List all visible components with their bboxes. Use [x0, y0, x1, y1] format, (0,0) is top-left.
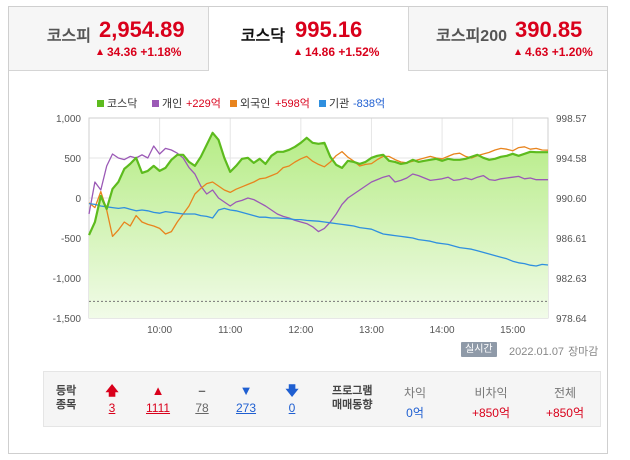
x-tick-label-1: 11:00	[218, 325, 243, 336]
left-tick-label-1: 500	[64, 154, 81, 165]
tab-kosdaq-change: 14.86 +1.52%	[295, 45, 379, 59]
tab-kospi-change: 34.36 +1.18%	[97, 45, 181, 59]
lower-limit-arrow-icon: 🡇	[285, 383, 299, 398]
index-area	[89, 132, 548, 318]
upper-limit-arrow-icon: 🡅	[105, 383, 119, 398]
market-summary-panel: 등락 종목 🡅 3 ▲ 1111 – 78 ▼ 273 🡇 0 프로그램 매매동…	[43, 371, 601, 427]
investor-flow-chart: 코스닥 개인 +229억 외국인 +598억 기관 -838억 1,000 500 0 -500 -…	[53, 97, 587, 336]
tab-kosdaq[interactable]: 코스닥 995.16 14.86 +1.52%	[209, 7, 409, 71]
program-non-arbitrage-value: +850억	[471, 406, 511, 420]
program-title-line2: 매매동향	[332, 399, 373, 411]
program-arbitrage-value: 0억	[406, 406, 424, 420]
rise-triangle-icon	[515, 49, 521, 55]
breadth-rise[interactable]: ▲ 1111	[146, 383, 171, 416]
rise-triangle-icon	[295, 49, 301, 55]
x-tick-label-4: 14:00	[430, 325, 455, 336]
series-line-2	[88, 146, 549, 238]
legend-swatch-2	[230, 100, 237, 107]
left-tick-label-0: 1,000	[56, 114, 81, 125]
program-total-value: +850억	[545, 406, 585, 420]
realtime-badge: 실시간	[461, 342, 497, 357]
index-tabs: 코스피 2,954.89 34.36 +1.18% 코스닥 995.16 14.…	[9, 7, 607, 71]
program-title-line1: 프로그램	[332, 385, 373, 397]
tab-kosdaq-rate: +1.52%	[338, 45, 380, 59]
tab-kospi-value: 2,954.89	[99, 17, 185, 42]
breadth-fall[interactable]: ▼ 273	[234, 383, 258, 416]
tab-kosdaq-change-value: 14.86	[305, 45, 336, 59]
legend-swatch-0	[97, 100, 104, 107]
left-tick-label-4: -1,000	[53, 274, 82, 285]
right-tick-label-1: 994.58	[556, 154, 587, 165]
legend-value-2: +598억	[275, 97, 310, 110]
tab-kosdaq-value: 995.16	[295, 17, 363, 42]
chart-axes: 1,000 500 0 -500 -1,000 -1,500 998.57 994.58 990…	[53, 114, 587, 336]
breadth-rise-count[interactable]: 1111	[146, 401, 171, 415]
series-line-1	[88, 145, 548, 233]
legend-value-3: -838억	[353, 97, 385, 110]
breadth-unchanged[interactable]: – 78	[190, 383, 214, 416]
tab-kospi-name: 코스피	[46, 28, 91, 45]
breadth-unchanged-count[interactable]: 78	[195, 401, 209, 415]
tab-kosdaq-name: 코스닥	[240, 28, 285, 45]
legend-value-1: +229억	[186, 97, 221, 110]
rise-triangle-icon: ▲	[151, 383, 165, 398]
right-tick-label-2: 990.60	[556, 194, 587, 205]
chart-series	[87, 131, 549, 318]
legend-label-1: 개인	[162, 97, 182, 110]
left-tick-label-2: 0	[75, 194, 81, 205]
chart-legend: 코스닥 개인 +229억 외국인 +598억 기관 -838억	[97, 97, 385, 110]
x-tick-label-2: 12:00	[288, 325, 313, 336]
program-non-arbitrage: 비차익 +850억	[456, 384, 526, 421]
legend-label-0: 코스닥	[107, 97, 137, 110]
x-tick-label-5: 15:00	[500, 325, 525, 336]
tab-kospi200-rate: +1.20%	[551, 45, 593, 59]
breadth-title: 등락 종목	[56, 384, 76, 412]
tab-kospi-change-value: 34.36	[107, 45, 138, 59]
legend-swatch-3	[319, 100, 326, 107]
program-total-label: 전체	[553, 386, 577, 400]
tab-kospi-rate: +1.18%	[140, 45, 182, 59]
tab-kospi200-name: 코스피200	[436, 28, 507, 45]
breadth-lower-limit[interactable]: 🡇 0	[280, 383, 304, 416]
program-total: 전체 +850억	[530, 384, 600, 421]
right-tick-label-0: 998.57	[556, 114, 587, 125]
market-date-value: 2022.01.07	[509, 346, 565, 358]
right-tick-label-4: 982.63	[556, 274, 587, 285]
x-tick-label-0: 10:00	[147, 325, 172, 336]
rise-triangle-icon	[97, 49, 103, 55]
series-line-3	[88, 202, 549, 267]
tab-kospi200-change-value: 4.63	[525, 45, 549, 59]
breadth-lower-limit-count[interactable]: 0	[288, 401, 296, 415]
market-index-widget: 코스피 2,954.89 34.36 +1.18% 코스닥 995.16 14.…	[8, 6, 608, 454]
breadth-title-line1: 등락	[56, 385, 77, 397]
program-non-arbitrage-label: 비차익	[474, 386, 508, 400]
unchanged-dash-icon: –	[198, 383, 206, 398]
x-tick-label-3: 13:00	[359, 325, 384, 336]
program-arbitrage-label: 차익	[403, 386, 427, 400]
legend-label-2: 외국인	[240, 97, 270, 110]
legend-swatch-1	[152, 100, 159, 107]
breadth-upper-limit[interactable]: 🡅 3	[100, 383, 124, 416]
right-tick-label-3: 986.61	[556, 234, 587, 245]
series-line-0	[87, 131, 548, 236]
breadth-upper-limit-count[interactable]: 3	[108, 401, 116, 415]
breadth-title-line2: 종목	[56, 399, 77, 411]
market-status: 장마감	[568, 346, 599, 358]
tab-kospi200-change: 4.63 +1.20%	[515, 45, 593, 59]
program-arbitrage: 차익 0억	[380, 384, 450, 421]
tab-kospi200-value: 390.85	[515, 17, 583, 42]
fall-triangle-icon: ▼	[239, 383, 253, 398]
tab-kospi[interactable]: 코스피 2,954.89 34.36 +1.18%	[9, 7, 209, 71]
breadth-fall-count[interactable]: 273	[235, 401, 257, 415]
program-title: 프로그램 매매동향	[332, 384, 372, 412]
market-date: 2022.01.07 장마감	[509, 343, 598, 359]
right-tick-label-5: 978.64	[556, 314, 587, 325]
tab-kospi200[interactable]: 코스피200 390.85 4.63 +1.20%	[409, 7, 607, 71]
legend-label-3: 기관	[329, 97, 349, 110]
left-tick-label-5: -1,500	[53, 314, 82, 325]
left-tick-label-3: -500	[61, 234, 81, 245]
